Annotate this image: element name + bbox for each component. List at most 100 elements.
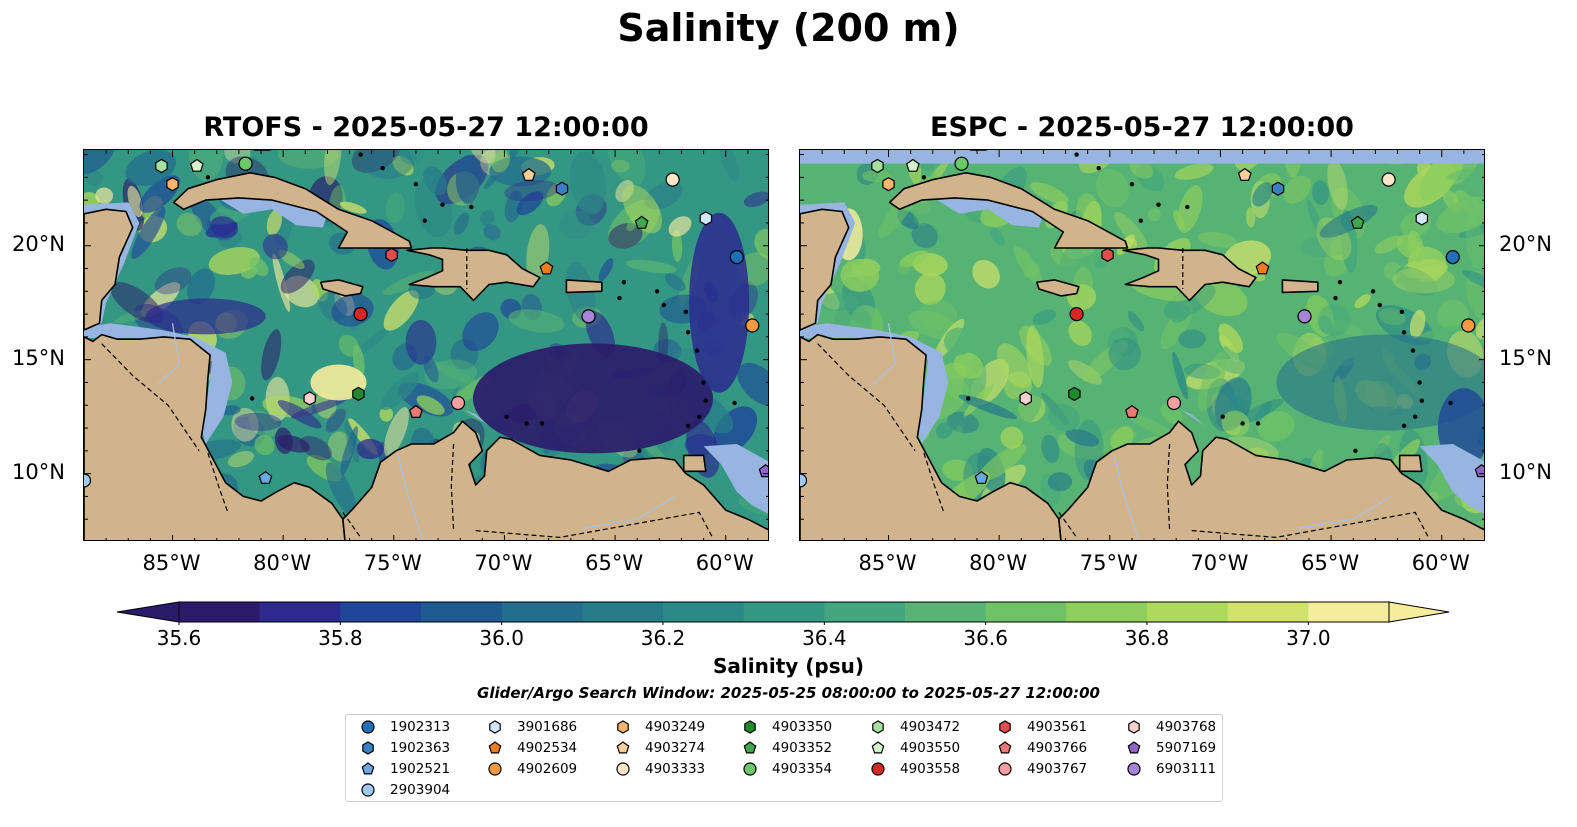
- legend-label: 4903550: [900, 740, 961, 756]
- rtofs-lon-tick: 65°W: [585, 551, 644, 575]
- colorbar-bin: [743, 602, 825, 622]
- legend-marker-circle-icon: [743, 762, 757, 776]
- colorbar-bin: [259, 602, 341, 622]
- legend-marker-pentagon-icon: [361, 762, 375, 775]
- float-marker-4903350[interactable]: [1068, 386, 1081, 402]
- legend-marker-hexagon-icon: [1128, 720, 1140, 734]
- float-marker-4903766[interactable]: [1125, 404, 1139, 418]
- rtofs-map[interactable]: [83, 149, 769, 541]
- legend-marker-circle-icon: [1127, 762, 1141, 776]
- legend-label: 4903766: [1027, 740, 1088, 756]
- float-marker-4903354[interactable]: [954, 156, 969, 171]
- float-marker-4903274[interactable]: [1237, 167, 1252, 181]
- float-marker-4903274[interactable]: [521, 167, 536, 181]
- legend-marker-pentagon-icon: [871, 741, 885, 754]
- colorbar-bin: [1147, 602, 1229, 622]
- legend-marker-pentagon-icon: [488, 741, 502, 754]
- float-marker-4903333[interactable]: [1381, 172, 1396, 187]
- espc-lon-tick: 65°W: [1301, 551, 1360, 575]
- salinity-colorbar: [116, 601, 1450, 625]
- legend-label: 1902313: [390, 719, 451, 735]
- float-marker-2903904[interactable]: [84, 473, 92, 488]
- legend-label: 4903354: [772, 761, 833, 777]
- float-marker-1902363[interactable]: [1271, 181, 1285, 196]
- colorbar-tick-label: 35.8: [318, 626, 363, 650]
- legend-label: 4903767: [1027, 761, 1088, 777]
- float-marker-4903354[interactable]: [238, 156, 253, 171]
- colorbar-bin: [1066, 602, 1148, 622]
- float-marker-4903561[interactable]: [385, 247, 398, 262]
- float-marker-4903767[interactable]: [450, 395, 466, 411]
- float-marker-4903767[interactable]: [1166, 395, 1182, 411]
- rtofs-lat-tick: 15°N: [12, 345, 65, 370]
- legend-marker-hexagon-icon: [999, 720, 1011, 734]
- float-marker-3901686[interactable]: [1415, 211, 1429, 226]
- legend-marker-circle-icon: [361, 720, 375, 734]
- float-marker-4903561[interactable]: [1101, 247, 1114, 262]
- legend-label: 4903558: [900, 761, 961, 777]
- float-marker-4903768[interactable]: [1019, 391, 1032, 406]
- float-marker-1902363[interactable]: [555, 181, 569, 196]
- legend-label: 4903768: [1156, 719, 1217, 735]
- espc-lon-tick: 75°W: [1079, 551, 1138, 575]
- colorbar-label: Salinity (psu): [712, 654, 864, 678]
- legend-label: 1902521: [390, 761, 451, 777]
- float-marker-3901686[interactable]: [699, 211, 713, 226]
- espc-map[interactable]: [799, 149, 1485, 541]
- colorbar-bin: [905, 602, 987, 622]
- float-marker-4903352[interactable]: [634, 215, 649, 229]
- float-marker-4903472[interactable]: [871, 158, 884, 174]
- legend-label: 4903274: [645, 740, 706, 756]
- float-marker-4903249[interactable]: [166, 177, 179, 192]
- rtofs-lon-tick: 80°W: [253, 551, 312, 575]
- legend-label: 6903111: [1156, 761, 1217, 777]
- legend-marker-circle-icon: [871, 762, 885, 776]
- rtofs-lat-tick: 20°N: [12, 231, 65, 256]
- rtofs-salinity-map: [84, 150, 768, 540]
- legend-marker-hexagon-icon: [872, 720, 884, 734]
- espc-salinity-map: [800, 150, 1484, 540]
- espc-panel-title: ESPC - 2025-05-27 12:00:00: [930, 112, 1354, 143]
- legend-marker-pentagon-icon: [1127, 741, 1141, 754]
- espc-lat-tick: 20°N: [1499, 231, 1552, 256]
- legend-marker-hexagon-icon: [744, 720, 756, 734]
- float-marker-1902313[interactable]: [729, 250, 744, 265]
- legend-marker-pentagon-icon: [998, 741, 1012, 754]
- colorbar-tick-label: 36.4: [802, 626, 847, 650]
- colorbar-tick-label: 36.6: [963, 626, 1008, 650]
- float-legend: 1902313 1902363 1902521 2903904 3901686 49025…: [345, 714, 1223, 802]
- float-marker-4903550[interactable]: [189, 158, 204, 172]
- legend-label: 4903333: [645, 761, 706, 777]
- legend-marker-hexagon-icon: [362, 741, 374, 755]
- float-marker-1902521[interactable]: [258, 470, 273, 484]
- espc-lat-tick: 15°N: [1499, 345, 1552, 370]
- float-marker-6903111[interactable]: [1297, 309, 1312, 324]
- float-marker-4903352[interactable]: [1350, 215, 1365, 229]
- float-marker-1902313[interactable]: [1445, 250, 1460, 265]
- float-marker-4903558[interactable]: [1069, 306, 1084, 322]
- float-marker-4903768[interactable]: [303, 391, 316, 406]
- colorbar-tick-label: 37.0: [1286, 626, 1331, 650]
- float-marker-6903111[interactable]: [581, 309, 596, 324]
- float-marker-4902534[interactable]: [1255, 261, 1270, 275]
- colorbar-tick-label: 36.8: [1124, 626, 1170, 650]
- float-marker-4902609[interactable]: [1461, 318, 1476, 333]
- float-marker-4903249[interactable]: [882, 177, 895, 192]
- float-marker-4903558[interactable]: [353, 306, 368, 322]
- rtofs-lat-tick: 10°N: [12, 459, 65, 484]
- espc-lon-tick: 60°W: [1411, 551, 1470, 575]
- float-marker-4902534[interactable]: [539, 261, 554, 275]
- colorbar-bin: [663, 602, 745, 622]
- float-marker-4903350[interactable]: [352, 386, 365, 402]
- float-marker-4902609[interactable]: [745, 318, 760, 333]
- float-marker-4903472[interactable]: [155, 158, 168, 174]
- float-marker-4903766[interactable]: [409, 404, 423, 418]
- float-marker-4903333[interactable]: [665, 172, 680, 187]
- legend-label: 4902609: [517, 761, 578, 777]
- espc-lon-tick: 70°W: [1190, 551, 1249, 575]
- float-marker-4903550[interactable]: [905, 158, 920, 172]
- float-marker-2903904[interactable]: [800, 473, 808, 488]
- float-marker-1902521[interactable]: [974, 470, 989, 484]
- espc-lat-tick: 10°N: [1499, 459, 1552, 484]
- rtofs-panel-title: RTOFS - 2025-05-27 12:00:00: [203, 112, 649, 143]
